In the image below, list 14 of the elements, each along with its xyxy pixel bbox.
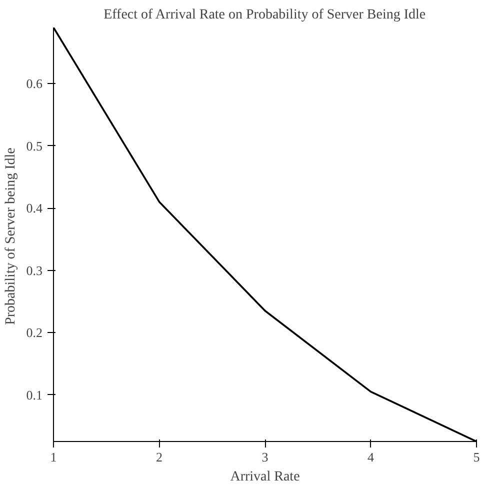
y-tick-label: 0.6 bbox=[26, 76, 43, 92]
x-tick-label: 1 bbox=[50, 450, 57, 464]
x-axis-title: Arrival Rate bbox=[230, 470, 300, 484]
y-tick-label: 0.2 bbox=[26, 325, 42, 340]
x-tick-label: 3 bbox=[262, 450, 268, 464]
y-tick-label: 0.4 bbox=[26, 200, 43, 216]
x-tick-label: 4 bbox=[368, 450, 374, 464]
x-tick-label: 5 bbox=[473, 450, 480, 464]
y-tick-label: 0.1 bbox=[26, 387, 42, 402]
y-tick-label: 0.3 bbox=[26, 262, 42, 278]
y-tick-label: 0.5 bbox=[26, 138, 42, 154]
x-tick-label: 2 bbox=[156, 450, 162, 464]
chart-title: Effect of Arrival Rate on Probability of Server Being Idle bbox=[104, 8, 426, 22]
y-axis-title: Probability of Server being Idle bbox=[3, 148, 18, 325]
